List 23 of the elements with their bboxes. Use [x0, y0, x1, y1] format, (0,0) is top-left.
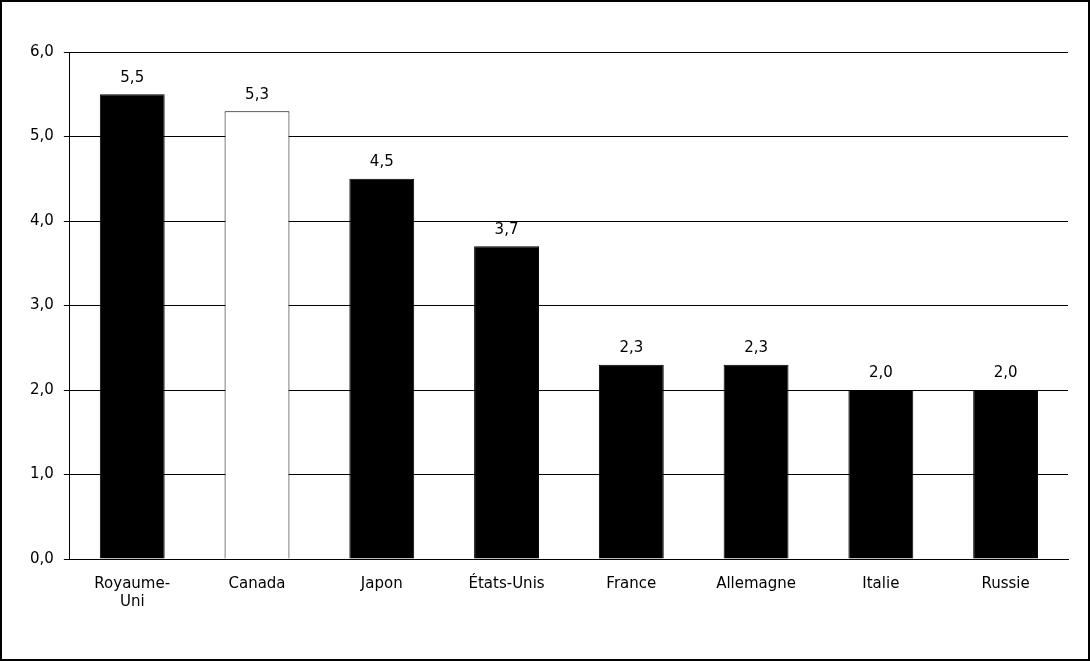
x-tick-label: Allemagne: [716, 573, 797, 592]
x-tick-label: Royaume-Uni: [94, 573, 171, 610]
y-tick-label: 1,0: [30, 464, 54, 483]
data-label: 2,0: [868, 363, 893, 382]
y-tick-label: 5,0: [30, 126, 54, 145]
y-tick-label: 3,0: [30, 295, 54, 314]
x-tick-label: France: [606, 573, 657, 592]
data-label: 2,3: [744, 338, 769, 357]
data-label: 5,3: [245, 84, 269, 103]
y-tick-label: 2,0: [30, 379, 54, 398]
x-tick-label: Italie: [862, 573, 900, 592]
y-tick-label: 4,0: [30, 210, 54, 229]
data-label: 5,5: [120, 67, 145, 86]
data-label: 2,0: [993, 363, 1018, 382]
x-tick-label: Canada: [228, 573, 286, 592]
y-tick-label: 6,0: [30, 41, 54, 60]
data-label: 2,3: [619, 338, 644, 357]
x-tick-label: États-Unis: [468, 572, 545, 592]
x-tick-label: Japon: [359, 573, 403, 592]
x-tick-label: Russie: [981, 573, 1030, 592]
y-tick-label: 0,0: [30, 548, 54, 567]
data-label: 4,5: [369, 152, 394, 171]
data-label: 3,7: [494, 219, 519, 238]
